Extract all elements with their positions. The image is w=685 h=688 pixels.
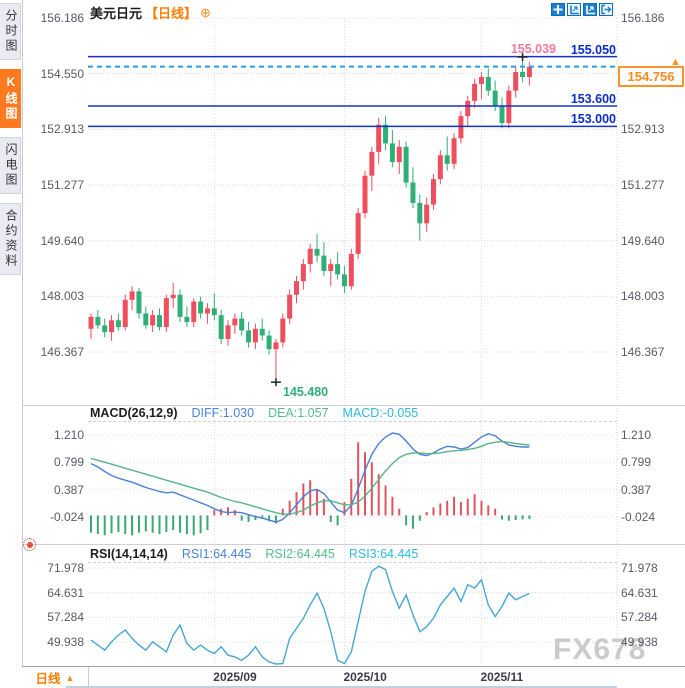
macd-dea-value: DEA:1.057 [268, 406, 329, 420]
last-price-box: 154.756 [618, 65, 684, 87]
macd-title: MACD(26,12,9) [90, 406, 178, 420]
rsi-header: RSI(14,14,14) RSI1:64.445 RSI2:64.445 RS… [90, 547, 418, 561]
macd-diff-value: DIFF:1.030 [191, 406, 255, 420]
axis-tick: 148.003 [621, 289, 665, 304]
axis-tick: 149.640 [621, 233, 665, 248]
period-selector[interactable]: 日线 ▲ [22, 667, 89, 688]
sidebar-tab-lightning[interactable]: 闪电图 [0, 137, 21, 194]
macd-hist-value: MACD:-0.055 [342, 406, 419, 420]
sidebar-tab-kline[interactable]: K线图 [0, 69, 21, 128]
bottom-scroll-track[interactable] [66, 686, 617, 688]
axis-tick: 154.550 [40, 66, 84, 81]
axis-scale-icon[interactable] [567, 3, 581, 16]
axis-tick: 146.367 [40, 345, 84, 359]
chart-toolbar [551, 3, 613, 16]
x-axis-label: 2025/11 [480, 670, 524, 684]
high-price-label: 155.039 [510, 42, 556, 57]
axis-tick: 151.277 [621, 177, 665, 192]
rsi2-value: RSI2:64.445 [265, 547, 335, 561]
axis-tick: 0.387 [621, 482, 652, 497]
rsi-panel-top-border [88, 562, 617, 563]
chart-title: 美元日元 【日线】 ⊕ [90, 3, 211, 22]
axis-tick: 152.913 [621, 122, 665, 137]
axis-tick: 152.913 [40, 122, 84, 137]
bottom-bar: 日线 ▲ [22, 666, 685, 688]
axis-tick: 71.978 [621, 561, 658, 575]
axis-tick: 149.640 [40, 233, 84, 248]
axis-tick: 64.631 [47, 585, 84, 600]
x-axis-label: 2025/10 [343, 670, 387, 684]
axis-tick: 146.367 [621, 345, 665, 359]
macd-header: MACD(26,12,9) DIFF:1.030 DEA:1.057 MACD:… [90, 406, 418, 420]
chart-type-sidebar: 分时图 K线图 闪电图 合约资料 [0, 0, 23, 688]
last-price-marker-icon: ▲ [670, 55, 681, 68]
symbol-name: 美元日元 [90, 6, 143, 21]
axis-tick: -0.024 [49, 510, 84, 524]
axis-tick: 1.210 [621, 428, 652, 442]
period-label: 【日线】 [145, 6, 198, 21]
axis-tick: 156.186 [40, 11, 84, 25]
rsi1-value: RSI1:64.445 [181, 547, 252, 561]
crosshair-pan-icon[interactable] [551, 3, 565, 16]
macd-panel-top-border [88, 421, 617, 422]
axis-tick: 0.799 [53, 455, 84, 470]
x-axis-label: 2025/09 [213, 670, 257, 684]
support-level-label: 153.000 [570, 112, 616, 127]
mid-level-label: 153.600 [570, 91, 616, 106]
rsi3-value: RSI3:64.445 [348, 547, 419, 561]
rsi-settings-icon[interactable] [23, 538, 36, 551]
sidebar-tab-timeshare[interactable]: 分时图 [0, 3, 21, 60]
axis-tick: -0.024 [621, 510, 656, 524]
divider-main-macd [22, 405, 685, 406]
low-price-label: 145.480 [282, 385, 329, 400]
axis-tick: 0.799 [621, 455, 652, 470]
axis-tick: 57.284 [47, 610, 84, 625]
axis-tick: 49.938 [47, 635, 84, 649]
resistance-level-label: 155.050 [570, 42, 616, 57]
axis-tick: 1.210 [53, 428, 84, 442]
axis-tick: 0.387 [53, 482, 84, 497]
axis-tick: 49.938 [621, 635, 658, 649]
axis-tick: 148.003 [40, 289, 84, 304]
auto-scroll-icon[interactable] [583, 3, 597, 16]
period-selector-label: 日线 [35, 672, 61, 686]
rsi-title: RSI(14,14,14) [90, 547, 168, 561]
period-selector-arrow-icon: ▲ [65, 672, 75, 683]
sidebar-tab-contract-info[interactable]: 合约资料 [0, 203, 21, 275]
add-indicator-icon[interactable]: ⊕ [200, 4, 211, 20]
axis-tick: 156.186 [621, 11, 665, 25]
axis-tick: 57.284 [621, 610, 658, 625]
axis-tick: 151.277 [40, 177, 84, 192]
divider-macd-rsi [22, 544, 685, 545]
axis-tick: 64.631 [621, 585, 658, 600]
axis-tick: 71.978 [47, 561, 84, 575]
fx678-watermark: FX678 [553, 633, 647, 666]
exit-fullview-icon[interactable] [599, 3, 613, 16]
